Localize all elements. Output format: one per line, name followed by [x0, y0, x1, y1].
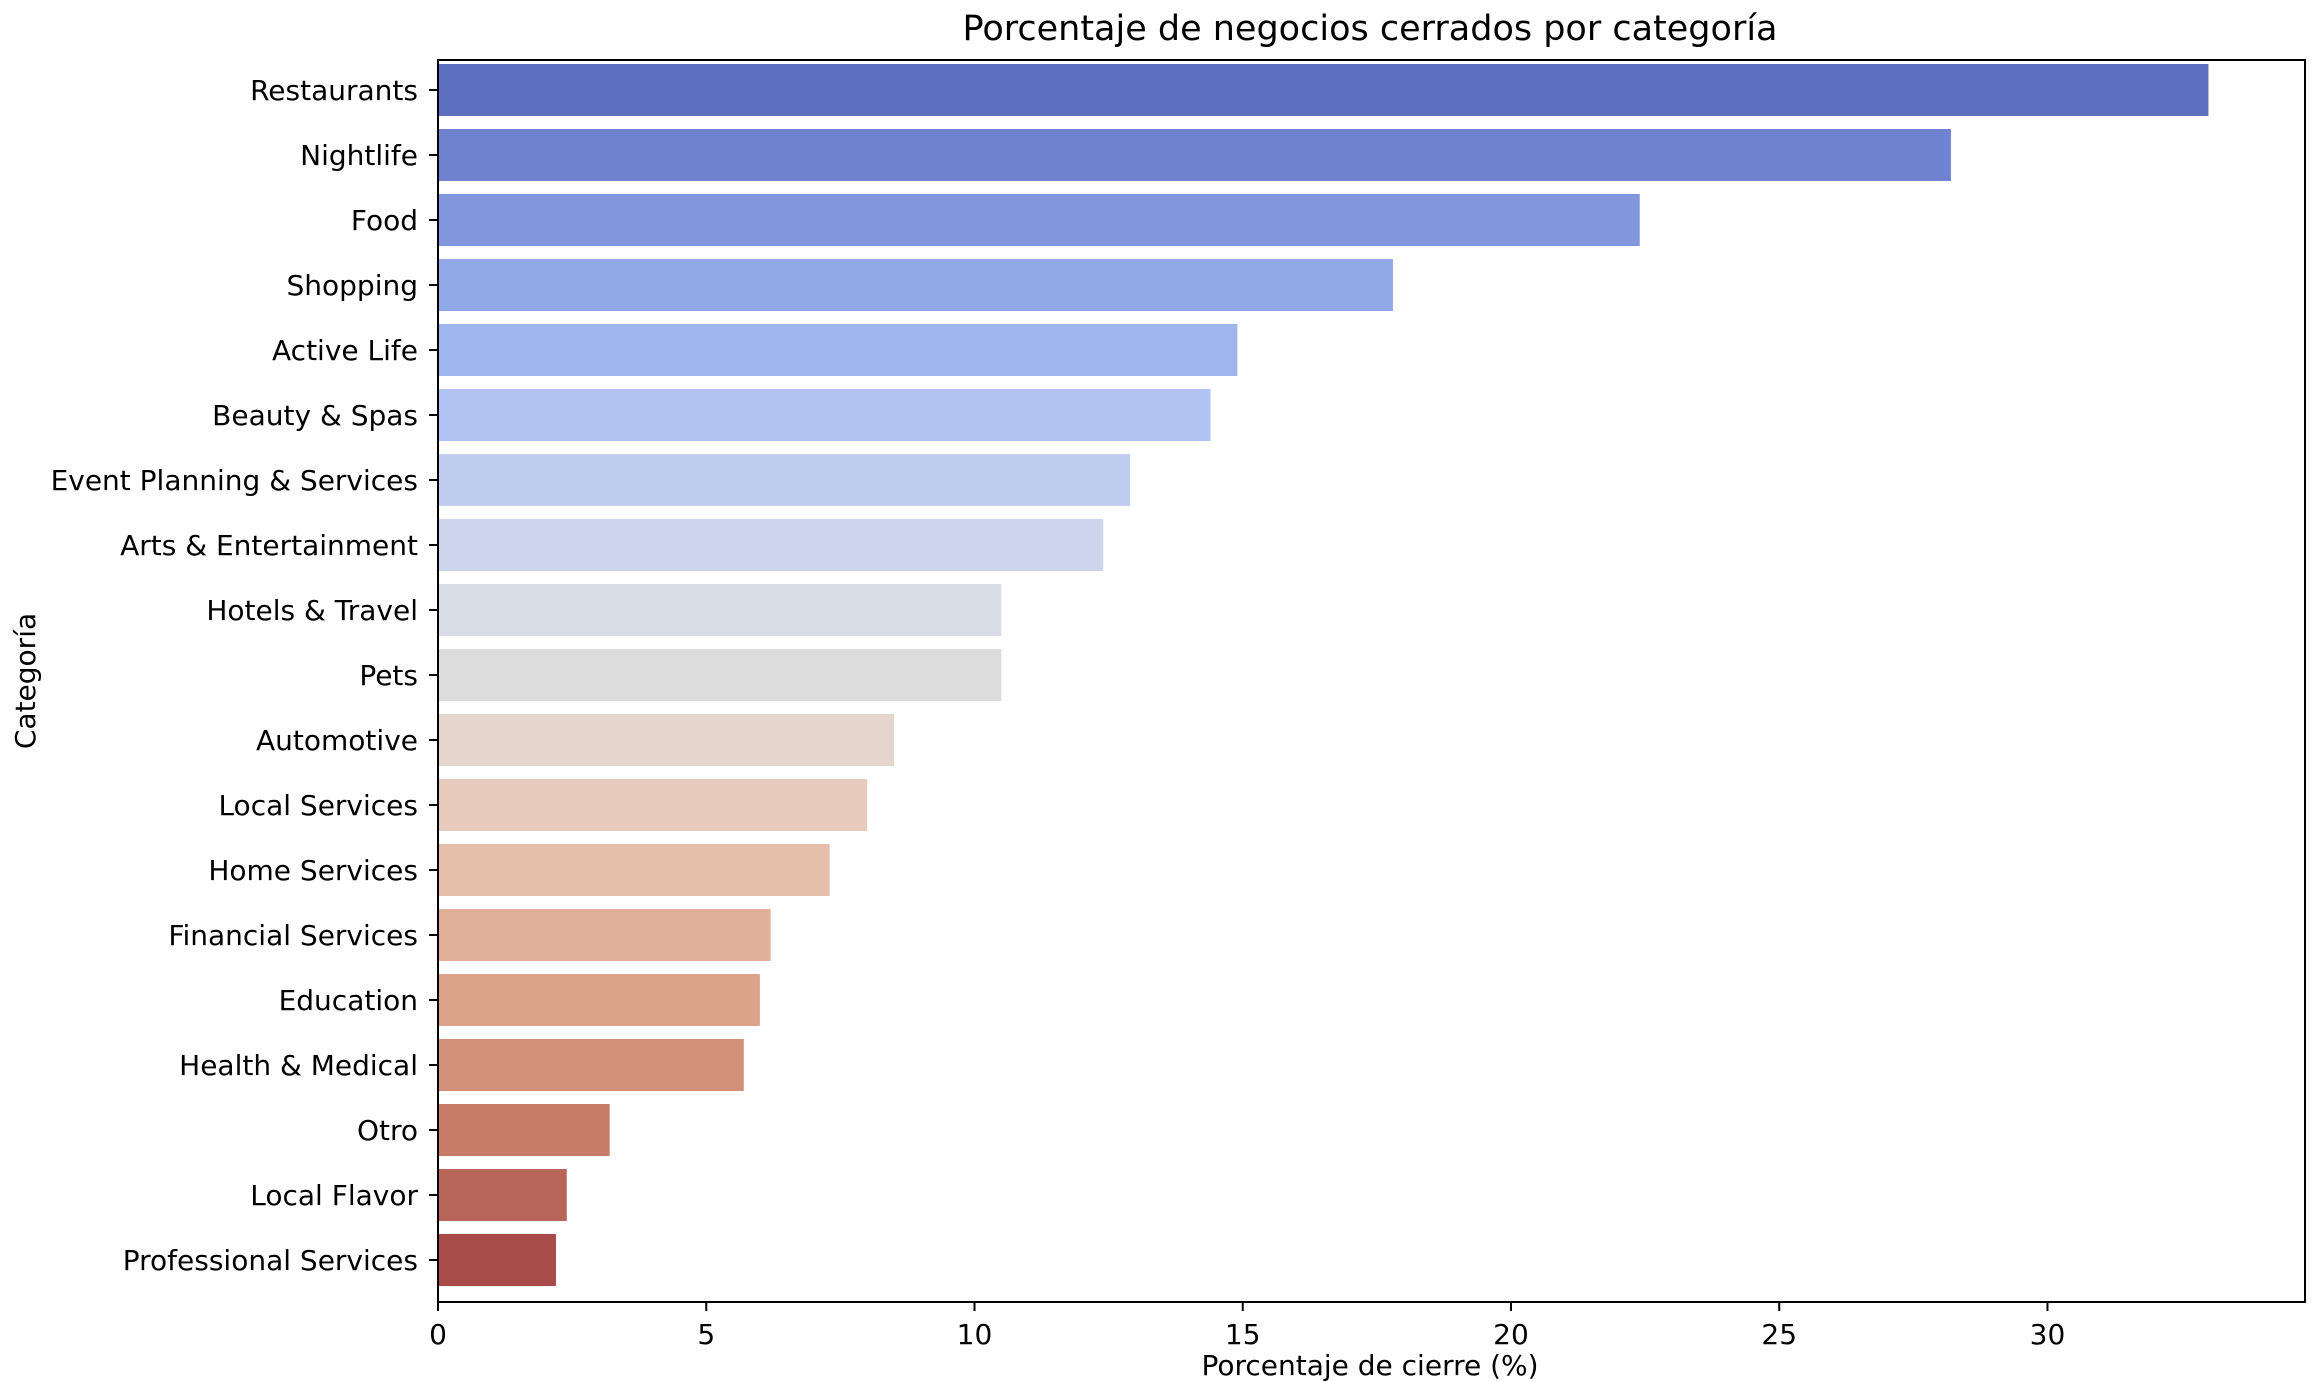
x-tick-label: 30	[2030, 1318, 2066, 1351]
x-tick-label: 25	[1761, 1318, 1797, 1351]
bar-home-services	[438, 844, 830, 896]
x-axis-label: Porcentaje de cierre (%)	[1201, 1349, 1538, 1382]
y-tick-label: Event Planning & Services	[51, 464, 418, 497]
bar-nightlife	[438, 129, 1951, 181]
bar-pets	[438, 649, 1002, 701]
y-tick-label: Local Flavor	[250, 1179, 418, 1212]
y-tick-label: Automotive	[256, 724, 418, 757]
y-tick-label: Otro	[357, 1114, 418, 1147]
y-tick-label: Health & Medical	[179, 1049, 418, 1082]
bar-active-life	[438, 324, 1238, 376]
bar-financial-services	[438, 909, 771, 961]
x-tick-label: 15	[1225, 1318, 1261, 1351]
y-tick-label: Arts & Entertainment	[120, 529, 418, 562]
y-tick-label: Nightlife	[300, 139, 418, 172]
bar-food	[438, 194, 1640, 246]
bar-arts-entertainment	[438, 519, 1104, 571]
x-tick-label: 0	[429, 1318, 447, 1351]
bar-beauty-spas	[438, 389, 1211, 441]
x-axis-ticks: 0 5 10 15 20 25 30	[429, 1302, 2065, 1351]
y-tick-label: Financial Services	[168, 919, 418, 952]
bar-shopping	[438, 259, 1393, 311]
plot-frame	[437, 59, 2306, 1303]
y-tick-label: Active Life	[272, 334, 418, 367]
y-tick-label: Restaurants	[250, 74, 418, 107]
y-tick-label: Food	[351, 204, 418, 237]
bar-health-medical	[438, 1039, 744, 1091]
y-tick-label: Pets	[359, 659, 418, 692]
bar-local-flavor	[438, 1169, 567, 1221]
x-tick-label: 20	[1493, 1318, 1529, 1351]
bar-automotive	[438, 714, 895, 766]
bars-group	[438, 64, 2209, 1286]
y-tick-label: Professional Services	[123, 1244, 418, 1277]
bar-restaurants	[438, 64, 2209, 116]
bar-education	[438, 974, 760, 1026]
y-tick-label: Hotels & Travel	[206, 594, 418, 627]
chart-title: Porcentaje de negocios cerrados por cate…	[962, 9, 1777, 49]
y-tick-label: Local Services	[218, 789, 418, 822]
bar-event-planning-services	[438, 454, 1131, 506]
y-tick-label: Home Services	[208, 854, 418, 887]
bar-hotels-travel	[438, 584, 1002, 636]
y-tick-label: Education	[279, 984, 418, 1017]
x-tick-label: 5	[697, 1318, 715, 1351]
y-axis-label: Categoría	[9, 613, 42, 749]
y-tick-label: Beauty & Spas	[212, 399, 418, 432]
bar-local-services	[438, 779, 868, 831]
bar-professional-services	[438, 1234, 557, 1286]
y-axis-ticks: Restaurants Nightlife Food Shopping Active L…	[51, 74, 438, 1277]
x-tick-label: 10	[957, 1318, 993, 1351]
y-tick-label: Shopping	[287, 269, 419, 302]
bar-otro	[438, 1104, 610, 1156]
